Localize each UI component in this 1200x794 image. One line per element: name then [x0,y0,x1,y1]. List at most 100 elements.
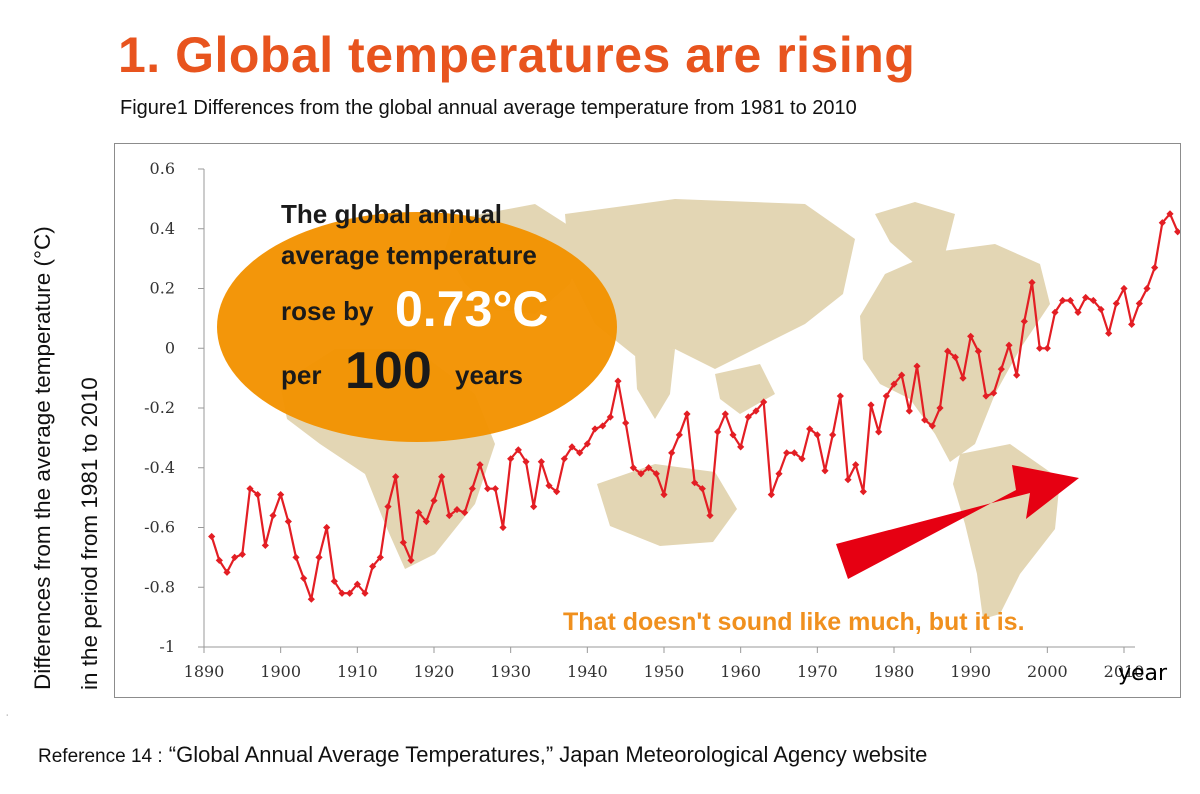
data-point [277,491,285,499]
data-point [392,473,400,481]
data-point [898,371,906,379]
data-point [300,574,308,582]
data-point [1036,344,1044,352]
data-point [944,347,952,355]
data-point [468,485,476,493]
data-point [246,485,254,493]
data-point [990,389,998,397]
data-point [798,455,806,463]
x-tick-label: 1950 [644,662,685,681]
map-asia [565,199,855,369]
data-point [522,458,530,466]
data-point [553,488,561,496]
data-point [1082,293,1090,302]
data-point [737,443,745,451]
data-point [645,464,653,472]
bubble-line-4-prefix: per [281,360,321,390]
data-point [599,422,607,430]
map-south-america [953,444,1060,619]
data-point [744,413,752,421]
x-tick-label: 2010 [1104,662,1145,681]
y-axis: 0.6 0.4 0.2 0 -0.2 -0.4 -0.6 -0.8 -1 [144,159,205,656]
map-india [635,349,675,419]
data-point [223,568,231,576]
data-point [622,419,630,427]
data-point [438,473,446,481]
trend-arrow [836,465,1079,579]
data-point [1043,344,1051,352]
remark-text: That doesn't sound like much, but it is. [563,608,1025,636]
data-point [668,449,676,457]
reference-label: Reference 14 : [38,746,163,767]
data-point [514,446,522,454]
data-point [783,449,791,457]
data-point [652,470,660,478]
y-tick-label: -0.2 [144,398,175,417]
chart-frame: 0.6 0.4 0.2 0 -0.2 -0.4 -0.6 -0.8 -1 1890 1900 191… [114,143,1181,698]
data-point [790,449,798,457]
data-point [560,455,568,463]
data-point [637,470,645,478]
data-point [1135,299,1143,308]
x-tick-label: 1900 [260,662,301,681]
data-point [499,523,507,532]
data-point [476,461,484,469]
data-point [959,374,967,382]
data-point [346,589,354,597]
reference-note: Reference 14 : “Global Annual Average Te… [38,742,927,768]
x-tick-label: 1930 [490,662,531,681]
data-point [384,502,392,511]
data-point [829,431,837,439]
data-point [545,482,553,490]
data-point [813,431,821,439]
data-point [484,485,492,493]
data-point [752,407,760,415]
y-axis-title-line-2: in the period from 1981 to 2010 [77,377,102,690]
data-point [974,347,982,355]
data-point [461,508,469,517]
data-point [714,428,722,436]
data-point [913,362,921,370]
data-point [1066,296,1074,305]
data-point [1005,341,1013,349]
data-point [1105,329,1113,337]
x-tick-label: 1980 [874,662,915,681]
map-southeast-asia [715,364,775,414]
data-point [231,553,239,561]
bubble-number: 100 [345,342,432,400]
data-point [1020,317,1028,325]
data-point [292,553,300,561]
data-point [760,398,768,406]
temperature-chart: 0.6 0.4 0.2 0 -0.2 -0.4 -0.6 -0.8 -1 1890 1900 191… [144,159,1180,686]
data-point [323,523,331,532]
x-tick-label: 1890 [184,662,225,681]
data-point [844,476,852,484]
x-tick-label: 1990 [950,662,991,681]
data-point [422,517,430,526]
data-point [1174,228,1180,236]
data-point [576,449,584,457]
y-axis-title-line-1: Differences from the average temperature… [30,226,55,690]
data-point [836,392,844,400]
data-point [614,377,622,385]
page-title: 1. Global temperatures are rising [118,27,916,83]
data-point [675,431,683,439]
data-point [537,458,545,466]
data-point [1151,263,1159,272]
figure-caption: Figure1 Differences from the global annu… [120,97,857,119]
x-axis-unit-label: year [1118,661,1168,686]
data-point [307,595,315,603]
data-point [982,392,990,400]
map-australia [597,464,737,546]
data-point [683,410,691,418]
data-point [775,470,783,478]
data-point [936,404,944,412]
bubble-line-2: average temperature [281,240,537,270]
data-point [905,407,913,415]
reference-text: “Global Annual Average Temperatures,” Ja… [168,742,928,767]
data-point [852,461,860,469]
data-point [407,556,415,564]
data-point [583,440,591,448]
data-point [867,401,875,409]
data-point [660,491,668,499]
